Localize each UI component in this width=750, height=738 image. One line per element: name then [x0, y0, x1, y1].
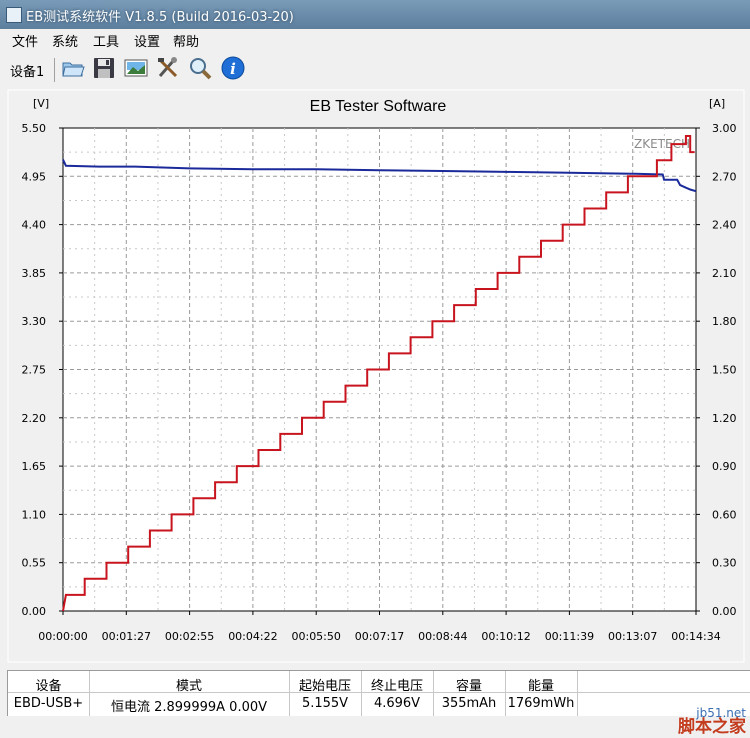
left-tick-label: 2.20 — [22, 412, 47, 425]
x-tick-label: 00:02:55 — [165, 630, 214, 643]
menu-tools[interactable]: 工具 — [93, 35, 120, 50]
left-tick-label: 5.50 — [22, 122, 47, 135]
left-axis-unit: [V] — [33, 97, 49, 110]
cell-mode: 恒电流 2.899999A 0.00V — [110, 700, 268, 715]
x-tick-label: 00:10:12 — [481, 630, 530, 643]
x-tick-label: 00:07:17 — [355, 630, 404, 643]
right-tick-label: 2.10 — [712, 267, 737, 280]
x-tick-label: 00:11:39 — [545, 630, 594, 643]
left-tick-label: 4.40 — [22, 219, 47, 232]
voltage-series-line — [62, 159, 697, 193]
site-watermark-url: jb51.net — [696, 706, 746, 720]
left-tick-label: 1.10 — [22, 508, 47, 521]
left-tick-label: 0.55 — [22, 557, 47, 570]
brand-watermark: ZKETECH — [634, 137, 690, 151]
menu-help[interactable]: 帮助 — [173, 35, 200, 50]
x-tick-label: 00:04:22 — [228, 630, 277, 643]
right-tick-label: 1.80 — [712, 315, 737, 328]
left-tick-label: 0.00 — [22, 605, 47, 618]
current-series-line — [62, 135, 695, 612]
site-watermark-name: 脚本之家 — [678, 717, 746, 737]
tools-icon[interactable] — [155, 55, 181, 81]
toolbar: 设备1 i — [0, 50, 750, 89]
x-tick-label: 00:00:00 — [38, 630, 87, 643]
x-tick-label: 00:14:34 — [671, 630, 720, 643]
right-tick-label: 1.20 — [712, 412, 737, 425]
voltage-current-chart: 0.00 0.00 0.55 0.30 1.10 0.60 1.65 0.90 2.20 1.20… — [7, 89, 745, 663]
image-chart-icon[interactable] — [123, 55, 149, 81]
left-tick-label: 4.95 — [22, 170, 47, 183]
device-tab[interactable]: 设备1 — [10, 65, 45, 80]
left-tick-label: 3.85 — [22, 267, 47, 280]
site-watermark: jb51.net 脚本之家 — [678, 707, 746, 736]
right-tick-label: 0.60 — [712, 508, 737, 521]
right-tick-label: 0.30 — [712, 557, 737, 570]
cell-start-voltage: 5.155V — [301, 696, 349, 711]
header-energy: 能量 — [527, 679, 554, 694]
status-strip — [0, 716, 750, 738]
left-tick-label: 3.30 — [22, 315, 47, 328]
x-tick-label: 00:05:50 — [291, 630, 340, 643]
menu-file[interactable]: 文件 — [12, 35, 39, 50]
right-tick-label: 0.00 — [712, 605, 737, 618]
right-tick-label: 2.40 — [712, 219, 737, 232]
header-start-voltage: 起始电压 — [298, 679, 351, 694]
zoom-magnifier-icon[interactable] — [187, 55, 213, 81]
menu-settings[interactable]: 设置 — [134, 35, 161, 50]
header-device: 设备 — [35, 679, 62, 694]
save-disk-icon[interactable] — [91, 55, 117, 81]
header-mode: 模式 — [175, 679, 202, 694]
right-axis-unit: [A] — [709, 97, 725, 110]
chart-panel: 0.00 0.00 0.55 0.30 1.10 0.60 1.65 0.90 2.20 1.20… — [0, 88, 750, 666]
menu-bar: 文件 系统 工具 设置 帮助 — [0, 29, 750, 50]
x-tick-label: 00:08:44 — [418, 630, 467, 643]
chart-title: EB Tester Software — [310, 98, 447, 115]
svg-text:i: i — [230, 60, 236, 78]
cell-device: EBD-USB+ — [13, 696, 84, 711]
title-bar: EB测试系统软件 V1.8.5 (Build 2016-03-20) — [0, 0, 750, 29]
cell-end-voltage: 4.696V — [373, 696, 421, 711]
right-tick-label: 2.70 — [712, 170, 737, 183]
left-tick-label: 1.65 — [22, 460, 47, 473]
header-end-voltage: 终止电压 — [370, 679, 423, 694]
menu-system[interactable]: 系统 — [52, 35, 79, 50]
x-tick-label: 00:01:27 — [102, 630, 151, 643]
window-title: EB测试系统软件 V1.8.5 (Build 2016-03-20) — [26, 10, 294, 25]
info-icon[interactable]: i — [220, 55, 246, 81]
app-icon — [6, 7, 22, 23]
left-tick-label: 2.75 — [22, 364, 47, 377]
right-tick-label: 3.00 — [712, 122, 737, 135]
toolbar-separator — [54, 58, 55, 82]
header-capacity: 容量 — [455, 679, 482, 694]
results-table: 设备 模式 起始电压 终止电压 容量 能量 EBD-USB+ 恒电流 2.899… — [7, 670, 750, 718]
cell-energy: 1769mWh — [507, 696, 575, 711]
open-folder-icon[interactable] — [60, 55, 86, 81]
cell-capacity: 355mAh — [441, 696, 497, 711]
right-tick-label: 0.90 — [712, 460, 737, 473]
right-tick-label: 1.50 — [712, 364, 737, 377]
x-tick-label: 00:13:07 — [608, 630, 657, 643]
